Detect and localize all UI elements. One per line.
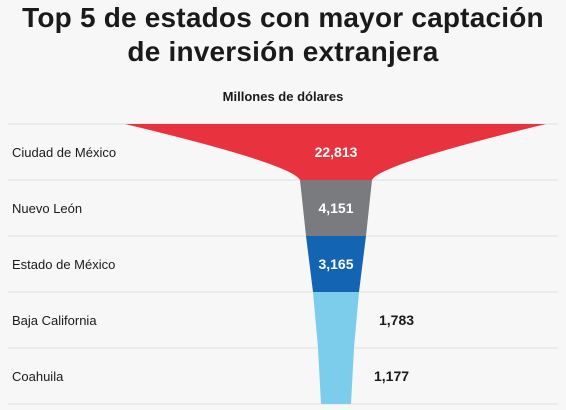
value-label: 4,151 bbox=[318, 200, 353, 216]
funnel-segment bbox=[300, 180, 372, 236]
value-label: 22,813 bbox=[315, 144, 358, 160]
funnel-segment bbox=[306, 236, 366, 292]
chart-subtitle: Millones de dólares bbox=[222, 89, 344, 104]
funnel-segment bbox=[125, 124, 546, 180]
value-label: 1,783 bbox=[379, 312, 414, 328]
category-label: Nuevo León bbox=[12, 201, 82, 216]
value-label: 1,177 bbox=[374, 368, 409, 384]
chart-title-line-2: de inversión extranjera bbox=[127, 36, 439, 67]
category-label: Estado de México bbox=[12, 257, 115, 272]
value-label: 3,165 bbox=[318, 256, 353, 272]
category-label: Ciudad de México bbox=[12, 145, 116, 160]
funnel-segment bbox=[318, 348, 354, 404]
chart-title-line-1: Top 5 de estados con mayor captación bbox=[22, 2, 544, 33]
category-label: Coahuila bbox=[12, 369, 64, 384]
category-label: Baja California bbox=[12, 313, 97, 328]
funnel-segment bbox=[313, 292, 359, 348]
